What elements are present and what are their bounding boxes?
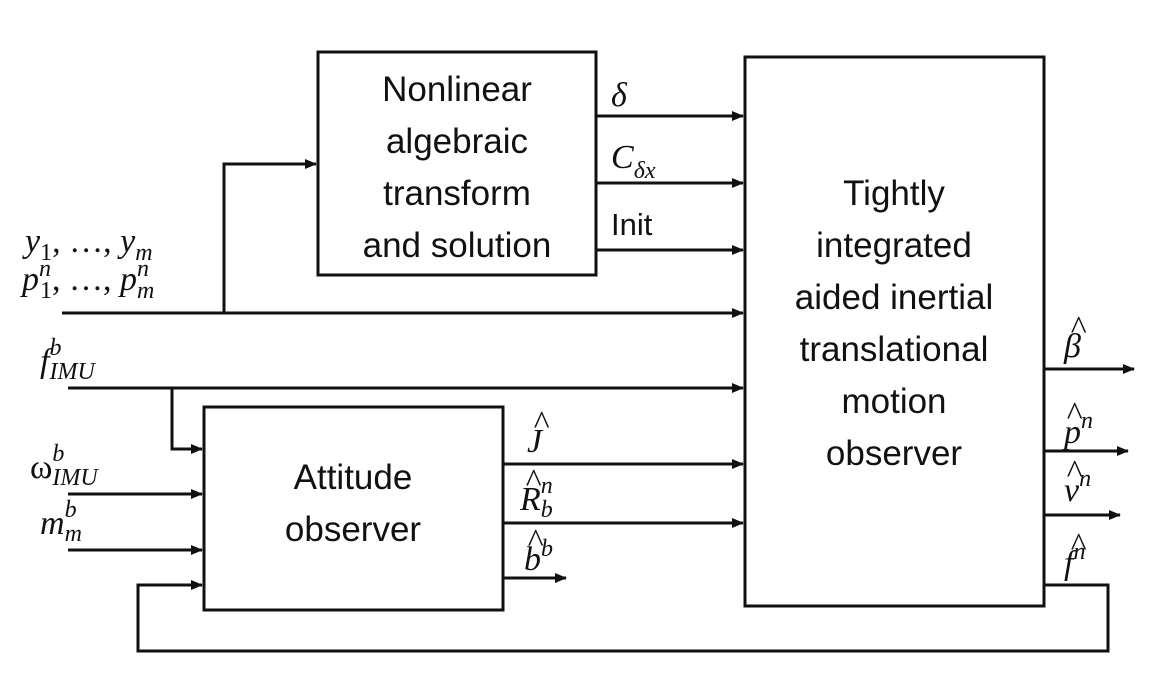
nonlinear-block-line-3: transform: [383, 174, 531, 213]
tight-block-line-4: translational: [800, 330, 989, 369]
tight-block-line-2: integrated: [816, 226, 972, 265]
j-hat-hat: ^: [533, 405, 550, 442]
j-hat-label: J: [527, 423, 544, 460]
tight-block-line-3: aided inertial: [795, 278, 993, 317]
nonlinear-transform-block: [316, 50, 598, 277]
v-hat-hat: ^: [1066, 454, 1083, 491]
p-hat-label: pn: [1062, 408, 1093, 451]
f-hat-feedback-arrow: [136, 580, 1110, 653]
b-hat-hat: ^: [527, 523, 544, 560]
attitude-block-line-1: Attitude: [294, 458, 413, 497]
tight-block-line-6: observer: [826, 434, 963, 473]
r-hat-label: Rn b: [519, 473, 553, 523]
f-imu-branch-arrow: [170, 388, 203, 454]
f-imu-label: fb IMU: [40, 335, 96, 385]
tightly-integrated-observer-block: [743, 55, 1046, 608]
init-label: Init: [611, 207, 653, 242]
nonlinear-block-line-4: and solution: [363, 226, 552, 265]
nonlinear-block-line-1: Nonlinear: [382, 70, 532, 109]
attitude-block-line-2: observer: [285, 510, 422, 549]
c-delta-x-label: Cδx: [611, 139, 656, 184]
tight-block-line-1: Tightly: [843, 174, 945, 213]
f-hat-hat: ^: [1070, 527, 1087, 564]
f-hat-label: fn: [1064, 539, 1085, 582]
tight-block-line-5: motion: [841, 382, 946, 421]
nonlinear-block-line-2: algebraic: [386, 122, 528, 161]
r-hat-hat: ^: [525, 463, 542, 500]
omega-imu-label: ωb IMU: [30, 441, 99, 491]
v-hat-label: vn: [1064, 466, 1091, 509]
beta-hat-hat: ^: [1070, 310, 1087, 347]
p-hat-hat: ^: [1066, 396, 1083, 433]
m-m-label: mb m: [40, 497, 82, 547]
measurement-branch-arrow: [222, 159, 317, 313]
b-hat-label: bb: [524, 536, 553, 578]
y-list-label: y1, …, ym: [22, 223, 153, 266]
p-list-label: pn 1, …, pn m: [20, 256, 154, 304]
attitude-observer-block: [202, 405, 505, 612]
beta-hat-label: β: [1063, 328, 1081, 365]
delta-label: δ: [611, 77, 628, 114]
